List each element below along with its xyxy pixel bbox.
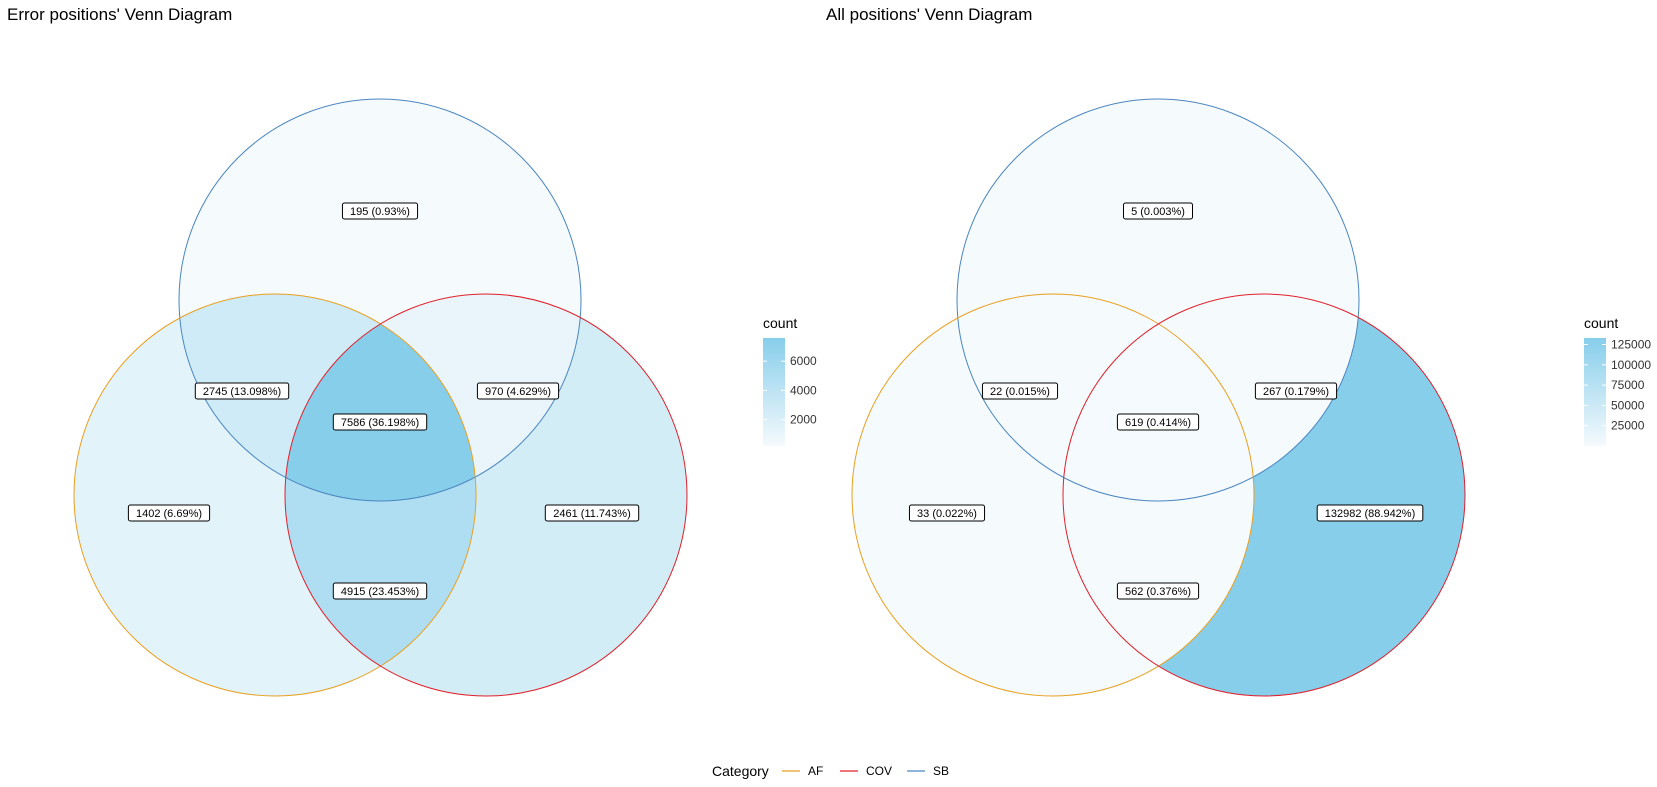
colorbar-tick-label: 100000 <box>1611 358 1651 372</box>
svg-text:267 (0.179%): 267 (0.179%) <box>1263 386 1329 398</box>
svg-text:SB: SB <box>933 764 949 778</box>
region-label: 970 (4.629%) <box>476 382 560 400</box>
svg-text:AF: AF <box>808 764 823 778</box>
venn-diagram-all: 5 (0.003%) 22 (0.015%) 267 (0.179%) 619 (0.… <box>851 98 1651 697</box>
colorbar-tick-label: 25000 <box>1611 419 1645 433</box>
region-label: 22 (0.015%) <box>981 382 1059 400</box>
region-label: 5 (0.003%) <box>1123 202 1193 220</box>
legend-item-sb: SB <box>907 764 949 778</box>
region-label: 2745 (13.098%) <box>194 382 290 400</box>
svg-text:count: count <box>763 315 797 331</box>
svg-text:132982 (88.942%): 132982 (88.942%) <box>1325 508 1416 520</box>
region-label: 267 (0.179%) <box>1254 382 1338 400</box>
svg-text:195 (0.93%): 195 (0.93%) <box>350 206 410 218</box>
svg-text:562 (0.376%): 562 (0.376%) <box>1125 586 1191 598</box>
colorbar-tick-label: 2000 <box>790 413 817 427</box>
svg-text:22 (0.015%): 22 (0.015%) <box>990 386 1050 398</box>
circle-outline-af <box>73 293 477 697</box>
svg-text:7586 (36.198%): 7586 (36.198%) <box>341 417 419 429</box>
colorbar-tick-label: 50000 <box>1611 398 1645 412</box>
region-label: 132982 (88.942%) <box>1316 504 1424 522</box>
svg-text:count: count <box>1584 315 1618 331</box>
svg-text:33 (0.022%): 33 (0.022%) <box>917 508 977 520</box>
right-diagram-title: All positions' Venn Diagram <box>826 5 1033 24</box>
region-label: 4915 (23.453%) <box>332 582 428 600</box>
legend-item-af: AF <box>782 764 823 778</box>
left-diagram-title: Error positions' Venn Diagram <box>7 5 233 24</box>
svg-text:970 (4.629%): 970 (4.629%) <box>485 386 551 398</box>
svg-text:1402 (6.69%): 1402 (6.69%) <box>136 508 202 520</box>
svg-text:619 (0.414%): 619 (0.414%) <box>1125 417 1191 429</box>
colorbar-tick-label: 75000 <box>1611 378 1645 392</box>
venn-diagram-errors: 195 (0.93%) 2745 (13.098%) 970 (4.629%) 758… <box>73 98 817 697</box>
count-colorbar-legend: count 2000 4000 6000 <box>763 315 817 446</box>
circle-outline-cov <box>284 293 688 697</box>
legend-item-cov: COV <box>840 764 892 778</box>
svg-text:Category: Category <box>712 763 769 779</box>
region-label: 2461 (11.743%) <box>544 504 640 522</box>
colorbar-tick-label: 6000 <box>790 354 817 368</box>
svg-text:2461 (11.743%): 2461 (11.743%) <box>553 508 630 520</box>
region-label: 7586 (36.198%) <box>332 413 428 431</box>
region-label: 562 (0.376%) <box>1116 582 1200 600</box>
svg-text:COV: COV <box>866 764 892 778</box>
svg-text:4915 (23.453%): 4915 (23.453%) <box>341 586 419 598</box>
region-label: 33 (0.022%) <box>908 504 986 522</box>
colorbar-tick-label: 125000 <box>1611 337 1651 351</box>
colorbar-tick-label: 4000 <box>790 383 817 397</box>
svg-text:2745 (13.098%): 2745 (13.098%) <box>203 386 281 398</box>
colorbar <box>1584 338 1606 446</box>
region-label: 1402 (6.69%) <box>127 504 211 522</box>
circle-outline-af <box>851 293 1255 697</box>
colorbar <box>763 338 785 446</box>
svg-text:5 (0.003%): 5 (0.003%) <box>1131 206 1185 218</box>
count-colorbar-legend: count 25000 50000 75000 100000 125000 <box>1584 315 1651 446</box>
circle-outline-cov <box>1062 293 1466 697</box>
region-label: 619 (0.414%) <box>1116 413 1200 431</box>
region-label: 195 (0.93%) <box>341 202 419 220</box>
category-legend: Category AF COV SB <box>712 763 949 779</box>
circle-outline-sb <box>956 98 1360 502</box>
circle-outline-sb <box>178 98 582 502</box>
